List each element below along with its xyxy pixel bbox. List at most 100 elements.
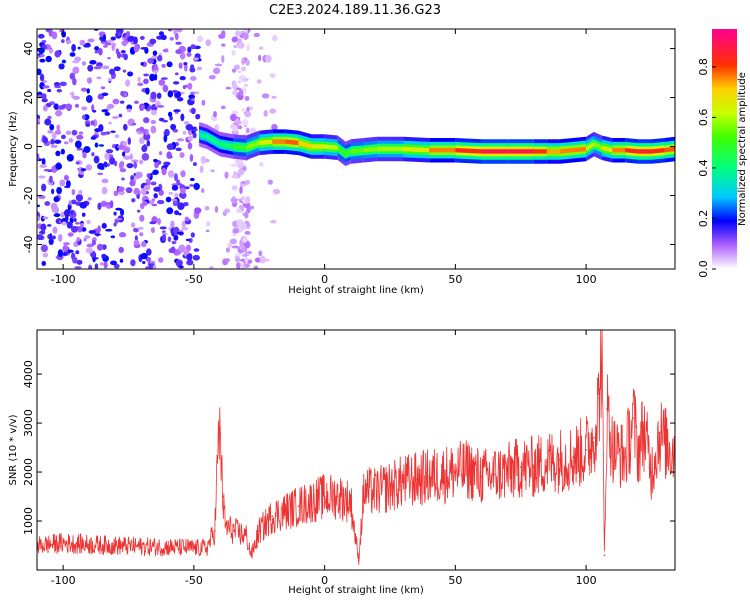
noise-point [191,98,195,102]
noise-point [133,100,139,105]
noise-point [195,113,201,120]
noise-point [139,35,145,41]
noise-point [135,171,143,179]
noise-point [107,78,113,82]
spectrogram-y-tick-label: 20 [22,91,35,105]
colorbar-ticks: 0.0 0.2 0.4 0.6 0.8 [697,58,716,278]
noise-point [162,233,167,242]
noise-point [104,42,112,46]
noise-point [173,173,178,182]
noise-point [101,222,107,229]
snr-point [216,461,219,464]
noise-point [53,213,61,218]
noise-point [174,210,180,216]
snr-point [480,476,483,478]
noise-point [86,77,93,84]
snr-point [221,495,224,498]
noise-point [139,232,144,237]
noise-point [143,73,149,77]
noise-point [111,42,117,47]
noise-point [168,191,174,195]
noise-point [188,94,196,100]
snr-series [37,330,675,565]
noise-point [40,244,48,253]
noise-point [179,52,186,60]
noise-point [41,183,47,192]
noise-point [259,162,264,167]
noise-point [107,103,115,109]
colorbar-label: Normalized spectral amplitude [737,72,748,226]
noise-point [105,131,111,135]
noise-point [231,110,239,115]
snr-point [250,554,253,557]
noise-point [116,51,121,59]
ridge-segment-layer-3 [664,146,675,153]
snr-point [376,490,378,493]
noise-point [224,171,229,179]
noise-point [192,126,197,130]
noise-point [70,199,77,205]
noise-point [187,46,192,53]
noise-point [197,35,204,43]
noise-point [37,234,42,239]
ridge-segment-layer-3 [298,140,312,149]
noise-point [141,241,147,248]
noise-point [45,29,51,33]
noise-point [47,115,52,120]
noise-point [121,177,125,181]
noise-point [61,31,66,38]
noise-point [204,205,210,211]
noise-point [149,221,157,225]
noise-point [171,240,177,245]
noise-point [115,207,123,211]
noise-point [235,30,240,37]
noise-point [235,87,241,90]
noise-point [189,184,194,187]
noise-point [108,157,116,165]
noise-point [47,88,52,93]
noise-point [221,55,225,63]
ridge-segment-layer-3 [455,148,482,154]
noise-point [74,266,82,269]
noise-point [102,34,107,42]
noise-point [238,89,244,96]
noise-point [213,67,221,75]
noise-point [141,145,148,153]
noise-point [39,54,45,58]
noise-point [234,120,242,125]
noise-point [271,34,278,42]
noise-point [62,242,70,246]
noise-point [147,200,155,205]
noise-point [59,179,66,187]
noise-point [163,134,168,143]
noise-point [166,151,172,159]
noise-point [183,121,190,125]
ridge-segment-layer-3 [272,139,286,144]
noise-point [63,174,69,181]
noise-point [171,184,179,191]
noise-point [196,66,203,71]
snr-point [600,348,603,351]
noise-point [166,143,174,151]
noise-point [56,124,60,131]
noise-point [37,118,41,122]
noise-point [263,110,268,117]
ridge-segment-layer-3 [612,148,626,153]
spectrogram-x-ticks: -100 -50 0 50 100 [51,29,597,286]
noise-point [187,82,193,90]
noise-point [146,173,151,178]
noise-point [194,57,199,61]
noise-point [235,262,241,269]
noise-point [118,147,125,151]
noise-point [150,119,157,125]
noise-point [186,253,192,261]
noise-point [210,169,215,173]
noise-point [175,147,182,152]
noise-point [118,161,124,170]
snr-point [637,451,640,454]
noise-point [75,193,84,202]
noise-point [149,38,157,45]
ridge-segment-layer-3 [220,141,234,149]
noise-point [176,231,184,235]
noise-point [230,163,238,167]
